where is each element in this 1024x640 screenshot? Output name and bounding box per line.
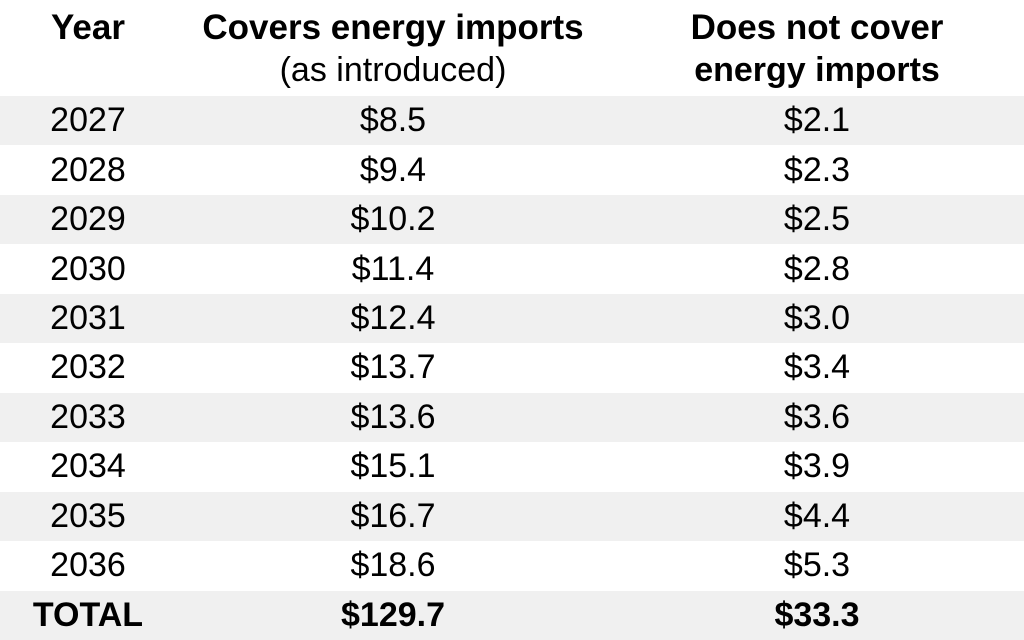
total-label-cell: TOTAL bbox=[32, 595, 144, 634]
year-cell: 2031 bbox=[50, 299, 126, 338]
year-cell: 2027 bbox=[50, 101, 126, 140]
covers-value-cell: $13.6 bbox=[350, 397, 436, 436]
column-header-covers-subtitle: (as introduced) bbox=[279, 51, 507, 89]
not-covers-value-cell: $3.0 bbox=[783, 299, 851, 338]
not-covers-value-cell: $3.9 bbox=[783, 447, 851, 486]
covers-value-cell: $13.7 bbox=[350, 348, 436, 387]
covers-value-cell: $8.5 bbox=[359, 101, 427, 140]
column-header-not-covers-label-line2: energy imports bbox=[694, 51, 940, 89]
not-covers-value-cell: $3.4 bbox=[783, 348, 851, 387]
not-covers-value-cell: $4.4 bbox=[783, 496, 851, 535]
total-covers-value-cell: $129.7 bbox=[341, 595, 445, 634]
year-cell: 2034 bbox=[50, 447, 126, 486]
not-covers-value-cell: $3.6 bbox=[783, 397, 851, 436]
year-cell: 2033 bbox=[50, 397, 126, 436]
not-covers-value-cell: $2.3 bbox=[783, 150, 851, 189]
not-covers-value-cell: $5.3 bbox=[783, 546, 851, 585]
table-row: 2028 $9.4 $2.3 bbox=[0, 145, 1024, 195]
table-row: 2030 $11.4 $2.8 bbox=[0, 244, 1024, 294]
year-cell: 2030 bbox=[50, 249, 126, 288]
covers-value-cell: $16.7 bbox=[350, 496, 436, 535]
table-row: 2035 $16.7 $4.4 bbox=[0, 491, 1024, 542]
table-row: 2029 $10.2 $2.5 bbox=[0, 194, 1024, 245]
not-covers-value-cell: $2.1 bbox=[783, 101, 851, 140]
covers-value-cell: $9.4 bbox=[359, 150, 427, 189]
covers-value-cell: $15.1 bbox=[350, 447, 436, 486]
column-header-not-covers: Does not cover energy imports bbox=[610, 0, 1024, 96]
year-cell: 2029 bbox=[50, 200, 126, 239]
year-cell: 2032 bbox=[50, 348, 126, 387]
year-cell: 2035 bbox=[50, 496, 126, 535]
column-header-covers-label: Covers energy imports bbox=[202, 8, 584, 47]
table-row: 2033 $13.6 $3.6 bbox=[0, 392, 1024, 443]
column-header-year: Year bbox=[0, 0, 176, 96]
table-header-row: Year Covers energy imports (as introduce… bbox=[0, 0, 1024, 96]
column-header-year-label: Year bbox=[51, 8, 125, 47]
table-row: 2027 $8.5 $2.1 bbox=[0, 96, 1024, 146]
covers-value-cell: $18.6 bbox=[350, 546, 436, 585]
covers-value-cell: $10.2 bbox=[350, 200, 436, 239]
column-header-not-covers-label-line1: Does not cover bbox=[690, 8, 944, 47]
total-not-covers-value-cell: $33.3 bbox=[774, 595, 860, 634]
year-cell: 2028 bbox=[50, 150, 126, 189]
column-header-covers: Covers energy imports (as introduced) bbox=[176, 0, 610, 96]
table-row: 2036 $18.6 $5.3 bbox=[0, 541, 1024, 591]
table-row: 2032 $13.7 $3.4 bbox=[0, 343, 1024, 393]
covers-value-cell: $12.4 bbox=[350, 299, 436, 338]
not-covers-value-cell: $2.8 bbox=[783, 249, 851, 288]
not-covers-value-cell: $2.5 bbox=[783, 200, 851, 239]
table-row: 2034 $15.1 $3.9 bbox=[0, 442, 1024, 492]
table-row: 2031 $12.4 $3.0 bbox=[0, 293, 1024, 344]
table-total-row: TOTAL $129.7 $33.3 bbox=[0, 590, 1024, 640]
covers-value-cell: $11.4 bbox=[351, 249, 435, 288]
year-cell: 2036 bbox=[50, 546, 126, 585]
